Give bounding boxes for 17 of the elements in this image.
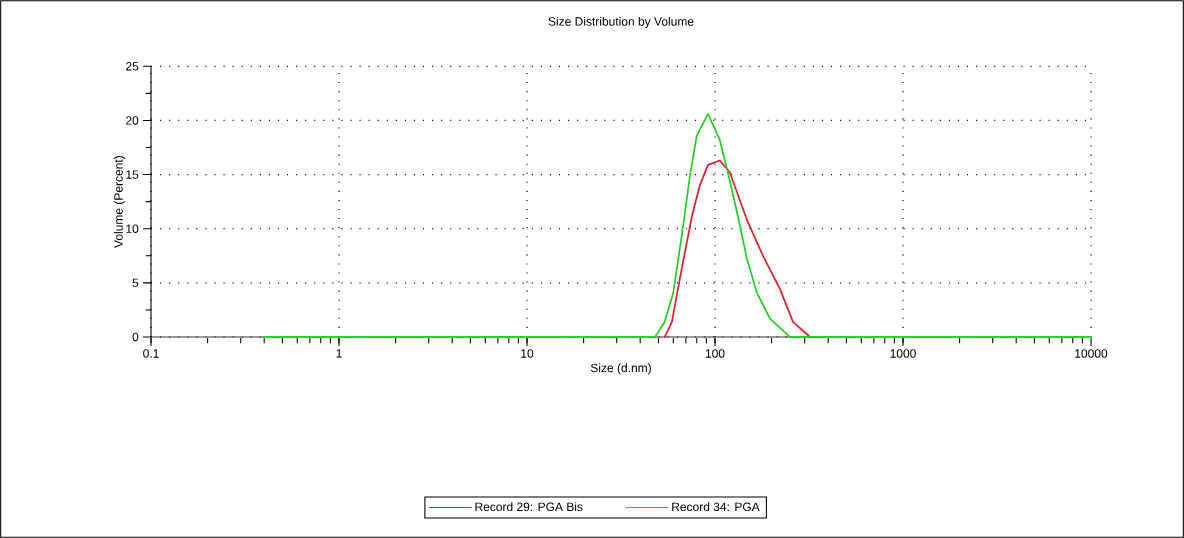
x-tick-label: 10 xyxy=(521,349,534,358)
x-tick-label: 1 xyxy=(336,349,342,358)
legend-label: Record 29: PGA Bis xyxy=(475,502,583,512)
x-tick-label: 0.1 xyxy=(143,349,159,358)
x-tick-label: 1000 xyxy=(890,349,916,358)
x-tick-label: 10000 xyxy=(1075,349,1108,358)
x-tick-label: 100 xyxy=(705,349,725,358)
y-tick-label: 20 xyxy=(126,116,139,125)
y-tick-label: 25 xyxy=(126,62,139,71)
y-tick-label: 10 xyxy=(126,224,139,233)
x-axis-title: Size (d.nm) xyxy=(590,363,651,375)
legend-label: Record 34: PGA xyxy=(672,502,760,512)
y-tick-label: 5 xyxy=(132,278,139,288)
y-tick-label: 15 xyxy=(126,170,139,179)
chart-title: Size Distribution by Volume xyxy=(548,16,694,29)
y-axis-title: Volume (Percent) xyxy=(113,156,126,248)
y-tick-label: 0 xyxy=(132,332,139,342)
